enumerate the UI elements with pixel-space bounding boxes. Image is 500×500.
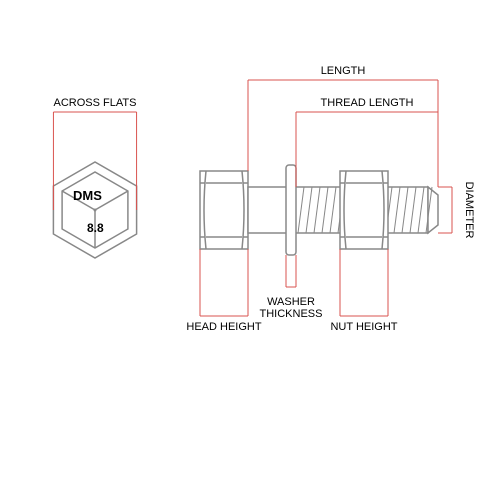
bolt-dimension-diagram: DMS 8.8 ACROSS FLATS LENGTH THREAD LENGTH DIA… (0, 0, 500, 500)
label-thread-length: THREAD LENGTH (321, 97, 414, 109)
hex-grade-text: 8.8 (87, 221, 104, 235)
label-nut-height: NUT HEIGHT (330, 321, 397, 333)
hex-brand-text: DMS (73, 188, 102, 203)
label-length: LENGTH (321, 65, 366, 77)
label-diameter: DIAMETER (463, 182, 475, 239)
label-head-height: HEAD HEIGHT (186, 321, 261, 333)
label-washer-thickness: WASHERTHICKNESS (260, 296, 323, 320)
label-across-flats: ACROSS FLATS (54, 97, 137, 109)
